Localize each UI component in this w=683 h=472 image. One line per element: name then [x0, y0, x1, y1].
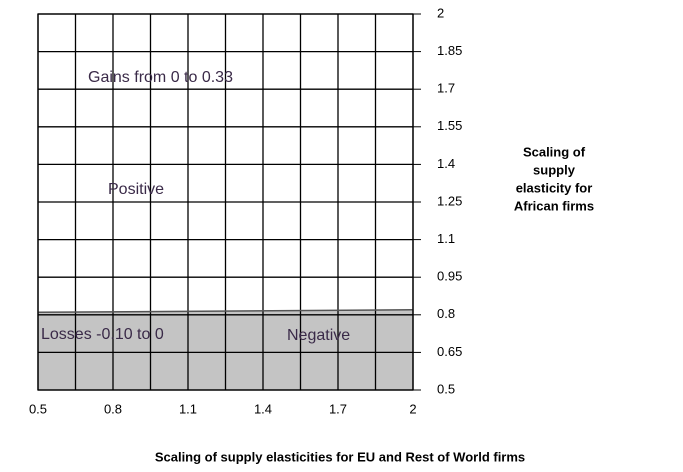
y-tick-label: 1.85: [437, 43, 462, 58]
y-axis-label: Scaling of: [523, 144, 586, 159]
y-tick-label: 1.25: [437, 193, 462, 208]
x-tick-label: 0.5: [29, 401, 47, 416]
region-name: Negative: [287, 327, 350, 344]
y-tick-label: 1.4: [437, 156, 455, 171]
boundary-line: [37, 309, 414, 314]
y-tick-label: 0.95: [437, 269, 462, 284]
region-name: Positive: [108, 181, 164, 198]
y-tick-label: 0.65: [437, 344, 462, 359]
y-tick-label: 1.7: [437, 81, 455, 96]
y-axis-label: African firms: [514, 198, 594, 213]
x-tick-label: 1.7: [329, 401, 347, 416]
y-tick-label: 2: [437, 5, 444, 20]
y-tick-label: 1.55: [437, 118, 462, 133]
y-tick-label: 0.8: [437, 306, 455, 321]
x-tick-label: 1.1: [179, 401, 197, 416]
y-axis-label: supply: [533, 162, 576, 177]
region-annotation: Losses -0.10 to 0: [41, 326, 164, 343]
x-tick-label: 0.8: [104, 401, 122, 416]
x-tick-label: 1.4: [254, 401, 272, 416]
y-axis-label: elasticity for: [516, 180, 593, 195]
y-tick-label: 1.1: [437, 231, 455, 246]
x-tick-label: 2: [409, 401, 416, 416]
y-tick-label: 0.5: [437, 381, 455, 396]
x-axis-label: Scaling of supply elasticities for EU an…: [155, 449, 525, 464]
region-annotation: Gains from 0 to 0.33: [88, 69, 233, 86]
